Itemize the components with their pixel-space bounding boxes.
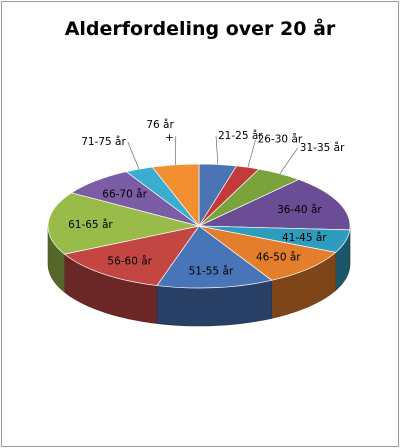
leader-line-11 [127,141,140,170]
slice-label-3: 31-35 år [300,141,345,154]
slice-label-10: 66-70 år [102,188,147,201]
pie-slice-6 [198,225,337,281]
pie-slice-8 [63,225,200,286]
slice-label-4: 36-40 år [277,203,322,216]
leader-line-1 [215,135,219,165]
pie-slice-4 [198,179,351,231]
slice-label-1: 21-25 år [218,129,263,142]
leader-line-2 [247,139,256,168]
pie-slice-9 [47,192,200,255]
slice-label-2: 26-30 år [258,133,303,146]
slice-label-9: 61-65 år [68,218,113,231]
slice-label-7: 51-55 år [189,264,234,277]
slice-label-11: 71-75 år [81,135,126,148]
leader-line-3 [279,147,299,174]
pie-slice-7 [156,225,273,289]
slice-label-6: 46-50 år [256,251,301,264]
slice-label-12: 76 år + [146,118,174,144]
slice-label-8: 56-60 år [107,254,152,267]
chart-title: Alderfordeling over 20 år [64,18,336,40]
slice-label-5: 41-45 år [282,231,327,244]
